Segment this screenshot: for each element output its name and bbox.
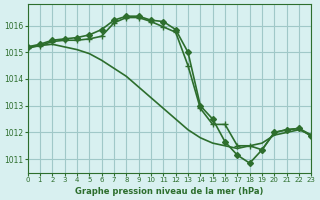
X-axis label: Graphe pression niveau de la mer (hPa): Graphe pression niveau de la mer (hPa) (75, 187, 264, 196)
